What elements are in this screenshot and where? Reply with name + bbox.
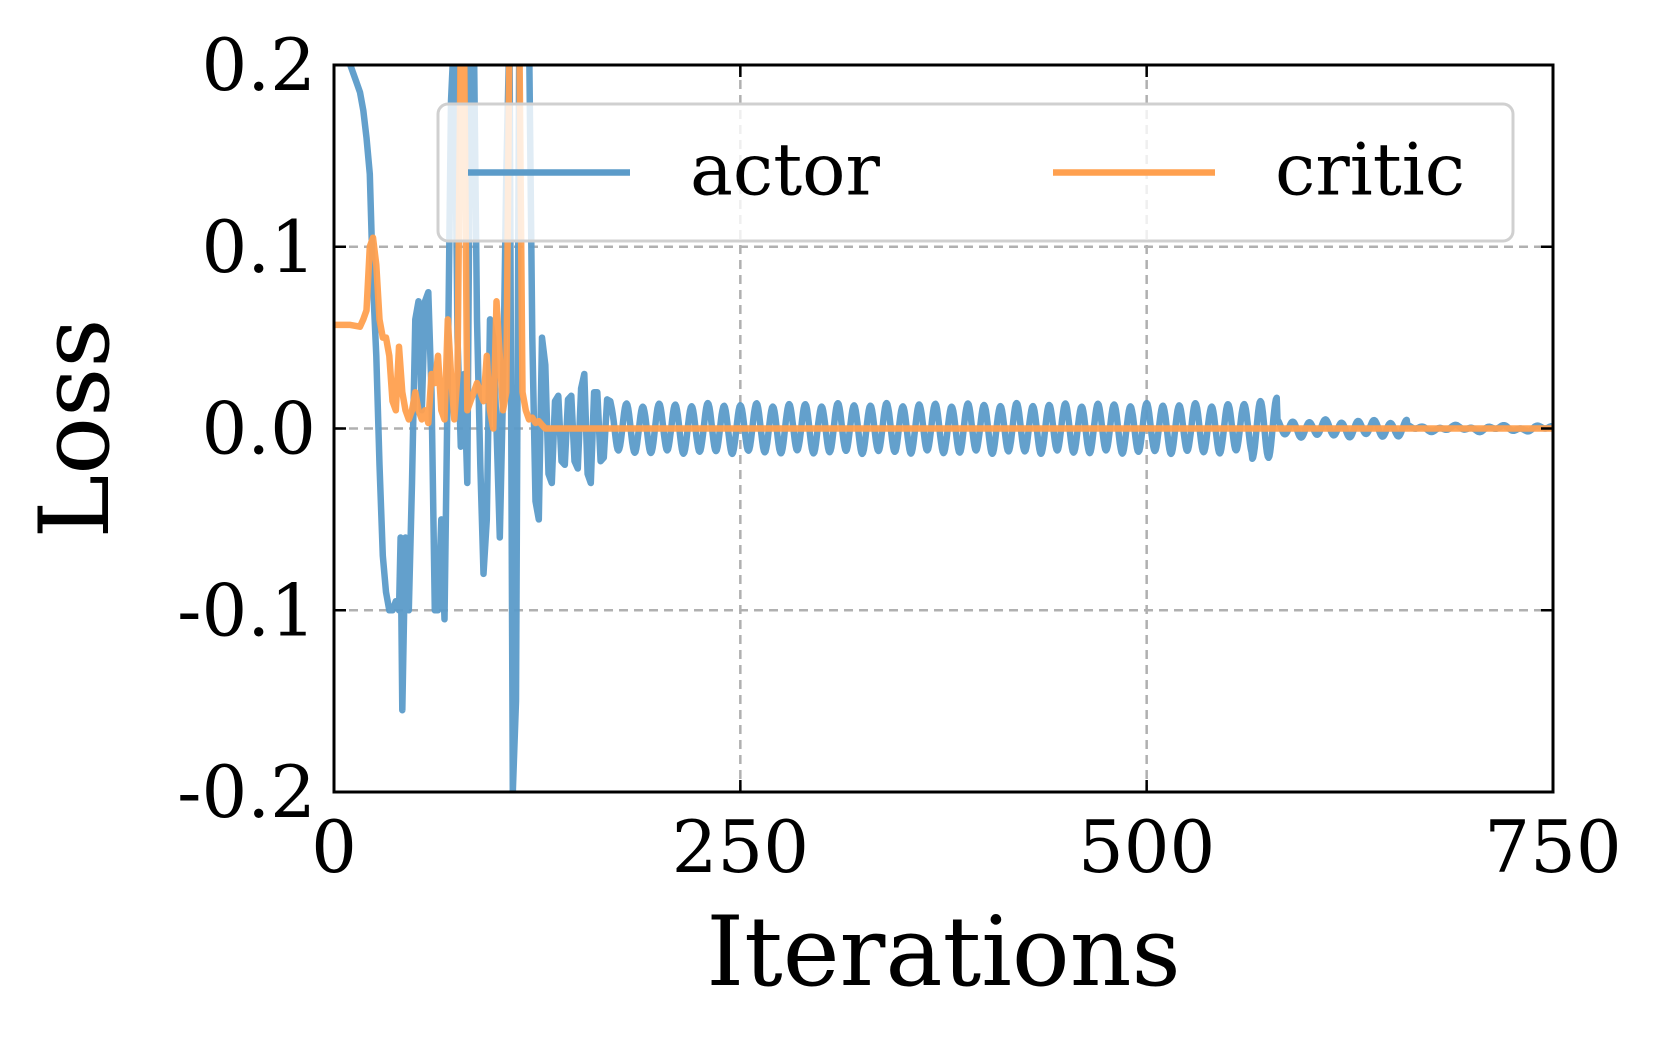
legend: actor critic — [436, 102, 1515, 243]
y-tick-label: 0.2 — [201, 23, 316, 107]
x-tick-label: 0 — [311, 805, 357, 889]
series-layer — [334, 65, 1553, 792]
x-tick-label: 750 — [1484, 805, 1621, 889]
y-tick-label: 0.1 — [201, 205, 316, 289]
x-tick-label: 250 — [672, 805, 809, 889]
legend-label-actor: actor — [690, 128, 881, 212]
legend-label-critic: critic — [1275, 128, 1465, 212]
legend-box — [436, 102, 1515, 243]
y-tick-label: -0.1 — [177, 568, 316, 652]
tick-layer: 0 250 500 750 0.2 0.1 0.0 -0.1 -0.2 — [177, 23, 1622, 889]
x-tick-label: 500 — [1078, 805, 1215, 889]
x-axis-title: Iterations — [706, 896, 1181, 1008]
y-axis-title: Loss — [19, 318, 131, 538]
y-tick-label: 0.0 — [201, 387, 316, 471]
series-line-actor — [347, 65, 1553, 792]
y-tick-label: -0.2 — [177, 750, 316, 834]
series-line-critic — [334, 65, 1553, 432]
